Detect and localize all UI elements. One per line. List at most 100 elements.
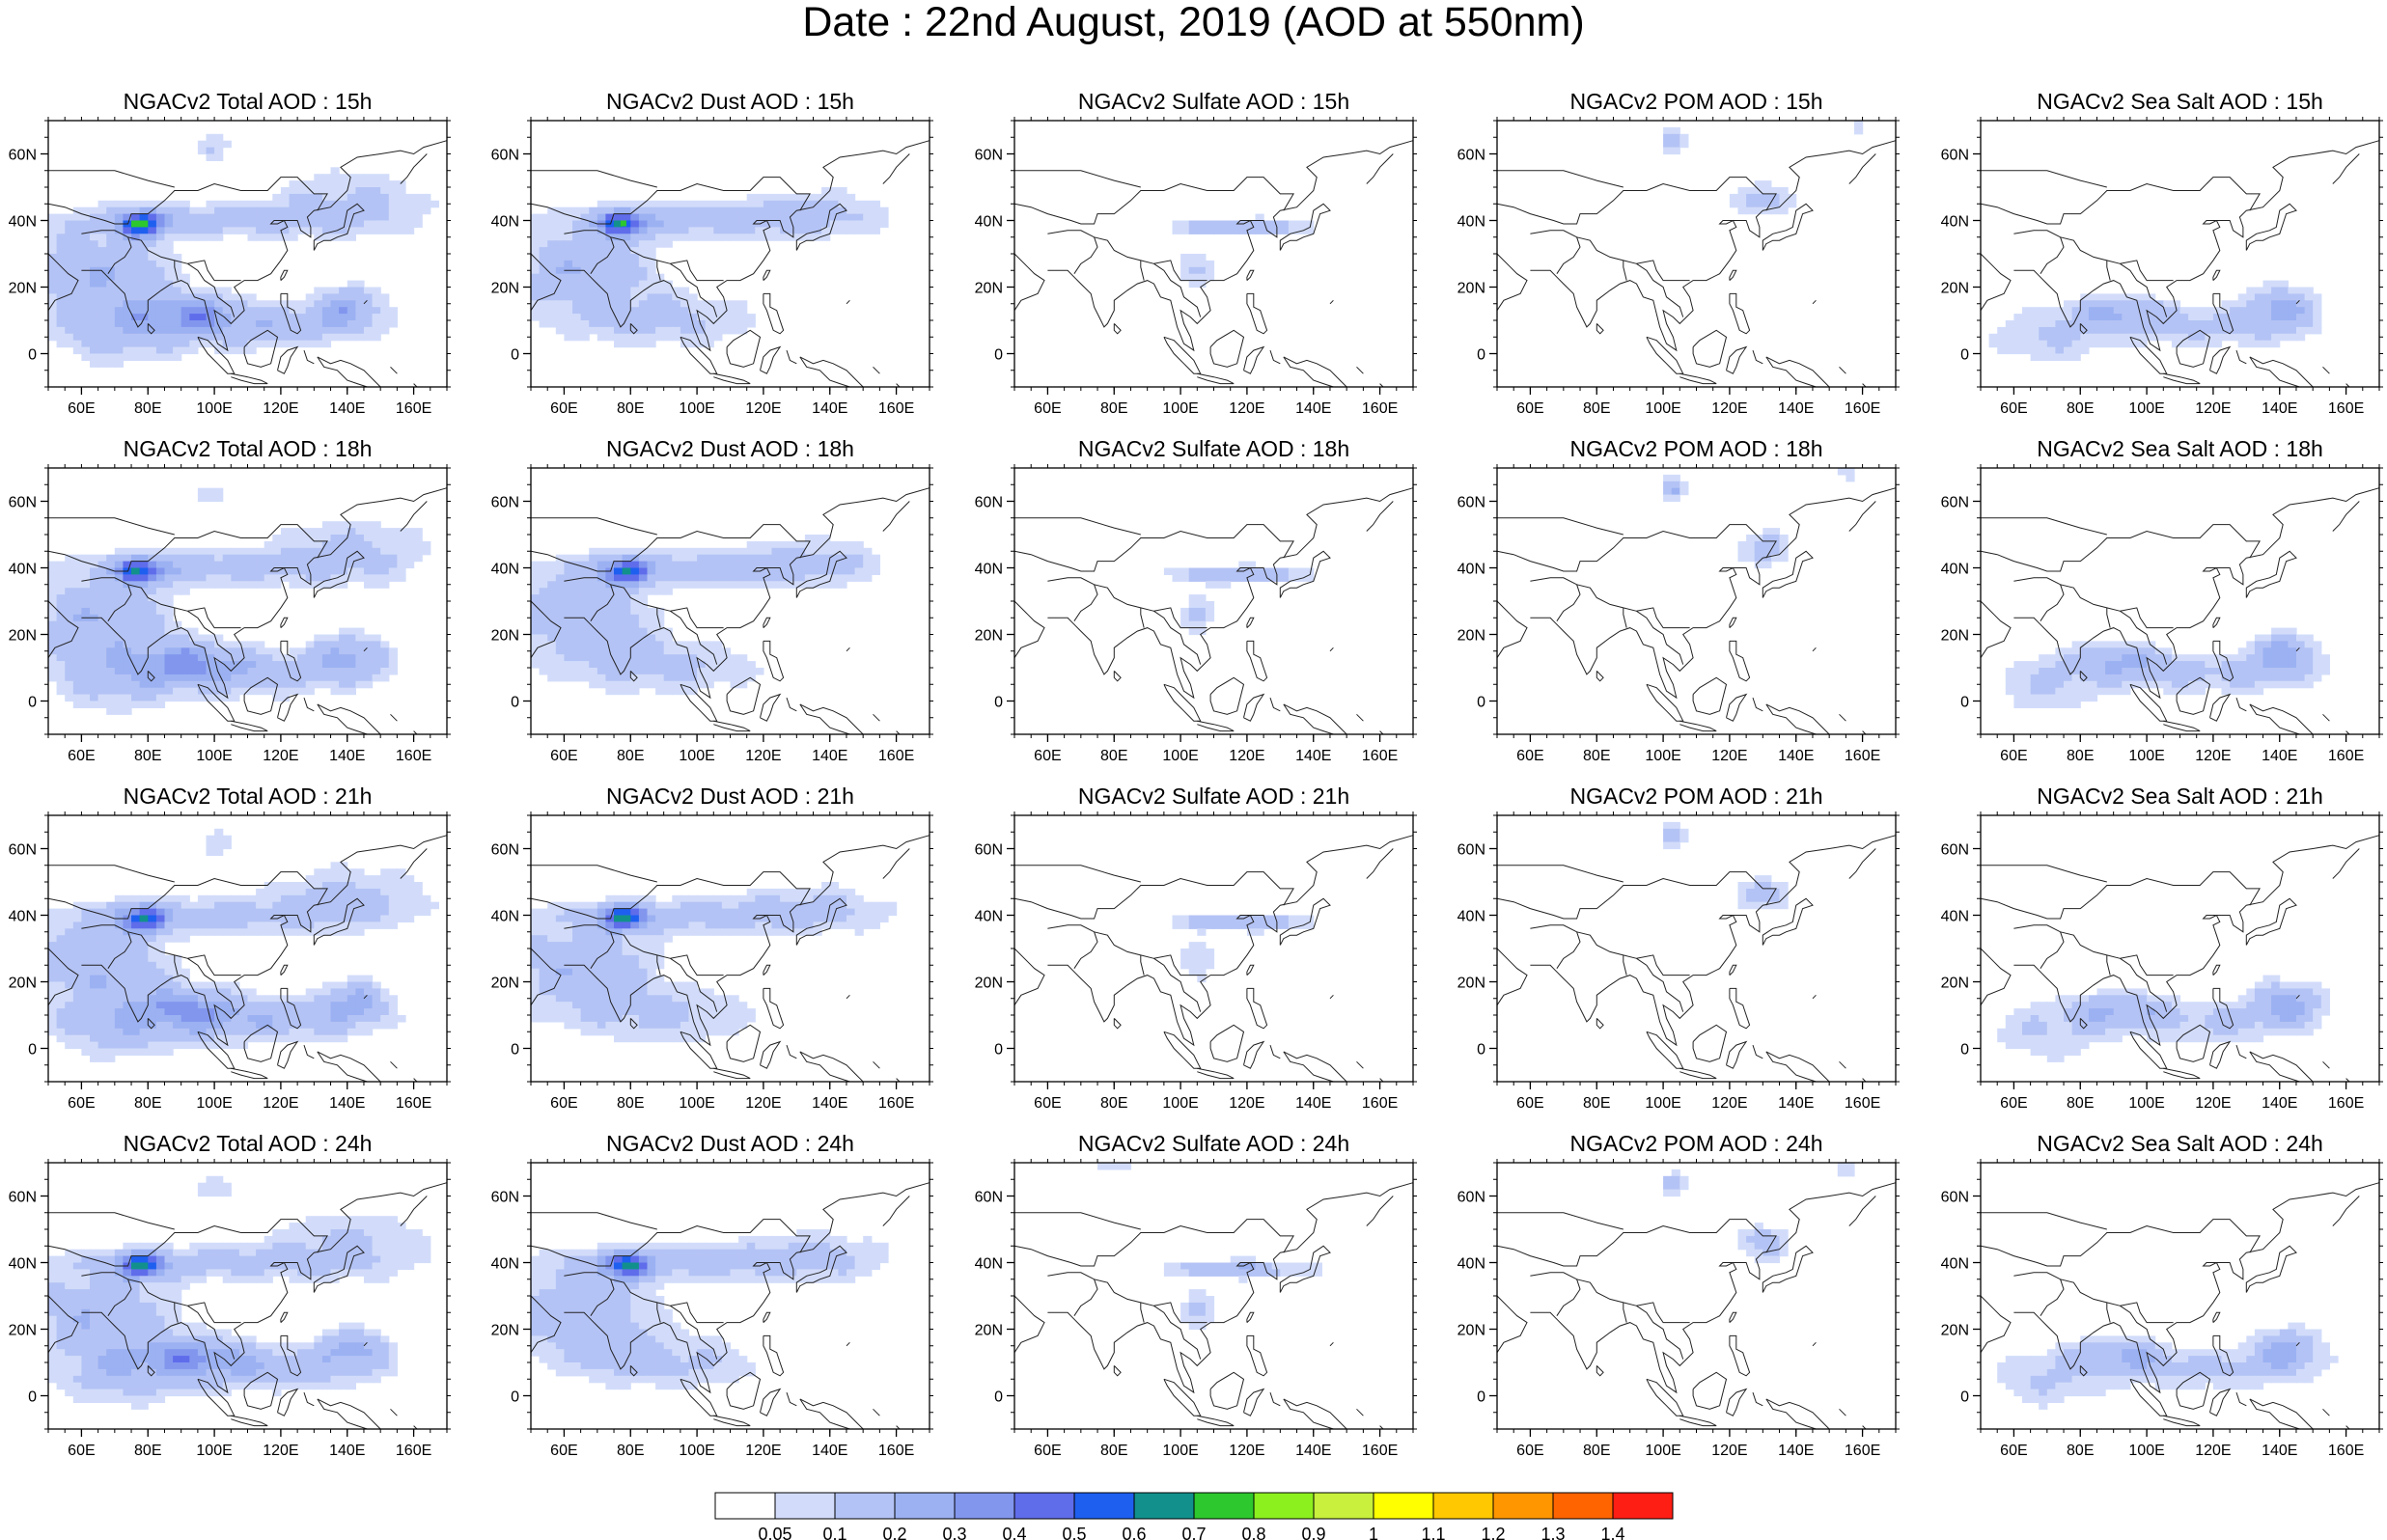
map-panel-dust-18h: 60E 80E 100E 120E 140E 160E 60N 40N 20N 0 <box>491 464 933 764</box>
colorbar-swatch <box>1552 1492 1614 1520</box>
lat-tick-label: 20N <box>1941 628 1969 645</box>
map-panel-total-21h: 60E 80E 100E 120E 140E 160E 60N 40N 20N 0 <box>9 811 451 1112</box>
map-panel-total-24h: 60E 80E 100E 120E 140E 160E 60N 40N 20N 0 <box>9 1159 451 1459</box>
panel-title: NGACv2 POM AOD : 24h <box>1569 1131 1823 1156</box>
lon-tick-label: 140E <box>1778 400 1814 417</box>
lon-tick-label: 120E <box>2195 400 2231 417</box>
lon-tick-label: 160E <box>2328 748 2364 764</box>
lon-tick-label: 160E <box>396 400 431 417</box>
lon-tick-label: 140E <box>1778 1443 1814 1459</box>
lat-tick-label: 20N <box>1457 1323 1485 1339</box>
colorbar-label: 0.9 <box>1301 1525 1325 1540</box>
lat-tick-label: 20N <box>1457 628 1485 645</box>
colorbar-swatch <box>1492 1492 1554 1520</box>
panel-title: NGACv2 Sea Salt AOD : 15h <box>2037 89 2323 114</box>
lon-tick-label: 120E <box>263 1095 298 1112</box>
panel-title: NGACv2 POM AOD : 21h <box>1569 784 1823 809</box>
colorbar-label: 0.8 <box>1241 1525 1265 1540</box>
lat-tick-label: 20N <box>975 281 1003 297</box>
lon-tick-label: 140E <box>2262 1443 2297 1459</box>
map-panel-total-15h: 60E 80E 100E 120E 140E 160E 60N 40N 20N 0 <box>9 117 451 417</box>
lon-tick-label: 100E <box>1162 400 1198 417</box>
lat-tick-label: 0 <box>28 695 37 711</box>
lon-tick-label: 140E <box>329 400 365 417</box>
map-panel-sea-salt-21h: 60E 80E 100E 120E 140E 160E 60N 40N 20N 0 <box>1941 811 2383 1112</box>
lon-tick-label: 120E <box>1229 1443 1264 1459</box>
colorbar-swatch <box>1313 1492 1374 1520</box>
colorbar-label: 1.1 <box>1421 1525 1445 1540</box>
lon-tick-label: 140E <box>812 748 847 764</box>
lon-tick-label: 100E <box>1645 1443 1680 1459</box>
lon-tick-label: 140E <box>812 400 847 417</box>
lon-tick-label: 80E <box>134 1095 161 1112</box>
colorbar-label: 1.2 <box>1481 1525 1505 1540</box>
lat-tick-label: 60N <box>1941 1190 1969 1206</box>
lon-tick-label: 140E <box>1295 748 1331 764</box>
colorbar-swatch <box>1193 1492 1255 1520</box>
colorbar-swatch <box>834 1492 896 1520</box>
colorbar-label: 0.05 <box>758 1525 791 1540</box>
lon-tick-label: 60E <box>1034 748 1061 764</box>
lon-tick-label: 60E <box>2000 1443 2027 1459</box>
colorbar-swatch <box>1373 1492 1434 1520</box>
lon-tick-label: 60E <box>1034 1095 1061 1112</box>
lat-tick-label: 40N <box>9 214 37 231</box>
lat-tick-label: 60N <box>9 148 37 164</box>
panel-title: NGACv2 Sulfate AOD : 21h <box>1077 784 1350 809</box>
lon-tick-label: 80E <box>617 748 644 764</box>
lon-tick-label: 140E <box>2262 400 2297 417</box>
colorbar-swatch <box>714 1492 776 1520</box>
map-panel-sea-salt-15h: 60E 80E 100E 120E 140E 160E 60N 40N 20N 0 <box>1941 117 2383 417</box>
lat-tick-label: 20N <box>1941 1323 1969 1339</box>
lat-tick-label: 20N <box>9 281 37 297</box>
colorbar-label: 0.4 <box>1002 1525 1026 1540</box>
map-panel-sea-salt-18h: 60E 80E 100E 120E 140E 160E 60N 40N 20N 0 <box>1941 464 2383 764</box>
colorbar-label: 0.6 <box>1122 1525 1146 1540</box>
lat-tick-label: 40N <box>1941 909 1969 925</box>
lon-tick-label: 120E <box>263 400 298 417</box>
panel-title: NGACv2 Sulfate AOD : 24h <box>1077 1131 1350 1156</box>
lon-tick-label: 160E <box>1845 400 1880 417</box>
lon-tick-label: 120E <box>1711 1095 1747 1112</box>
lat-tick-label: 40N <box>491 909 519 925</box>
lat-tick-label: 60N <box>491 842 519 859</box>
lat-tick-label: 60N <box>975 1190 1003 1206</box>
lat-tick-label: 40N <box>1941 214 1969 231</box>
colorbar-swatch <box>1133 1492 1195 1520</box>
lat-tick-label: 20N <box>491 976 519 992</box>
lon-tick-label: 160E <box>2328 1095 2364 1112</box>
colorbar-swatch <box>1432 1492 1494 1520</box>
lat-tick-label: 40N <box>975 214 1003 231</box>
lat-tick-label: 0 <box>1477 347 1485 364</box>
lon-tick-label: 100E <box>1645 1095 1680 1112</box>
panel-title: NGACv2 Sea Salt AOD : 18h <box>2037 436 2323 461</box>
lon-tick-label: 120E <box>2195 1443 2231 1459</box>
lon-tick-label: 100E <box>196 1443 232 1459</box>
lon-tick-label: 80E <box>2067 400 2094 417</box>
colorbar-label: 0.2 <box>882 1525 906 1540</box>
lat-tick-label: 60N <box>491 148 519 164</box>
lat-tick-label: 20N <box>491 1323 519 1339</box>
lon-tick-label: 100E <box>1645 748 1680 764</box>
lat-tick-label: 20N <box>9 628 37 645</box>
lon-tick-label: 60E <box>68 1443 95 1459</box>
lon-tick-label: 60E <box>550 1443 577 1459</box>
lon-tick-label: 120E <box>2195 748 2231 764</box>
lon-tick-label: 160E <box>396 1095 431 1112</box>
lon-tick-label: 100E <box>2128 1443 2164 1459</box>
lat-tick-label: 60N <box>1941 495 1969 511</box>
map-panel-sulfate-21h: 60E 80E 100E 120E 140E 160E 60N 40N 20N 0 <box>975 811 1417 1112</box>
lat-tick-label: 60N <box>1457 148 1485 164</box>
lat-tick-label: 0 <box>28 347 37 364</box>
lon-tick-label: 140E <box>1778 748 1814 764</box>
lat-tick-label: 40N <box>491 562 519 578</box>
lon-tick-label: 120E <box>1711 748 1747 764</box>
lat-tick-label: 40N <box>1457 1256 1485 1273</box>
lon-tick-label: 60E <box>2000 1095 2027 1112</box>
panel-title: NGACv2 Sulfate AOD : 15h <box>1077 89 1350 114</box>
lat-tick-label: 60N <box>491 1190 519 1206</box>
lon-tick-label: 120E <box>1229 748 1264 764</box>
lon-tick-label: 160E <box>2328 400 2364 417</box>
colorbar-label: 0.1 <box>822 1525 847 1540</box>
lon-tick-label: 160E <box>2328 1443 2364 1459</box>
